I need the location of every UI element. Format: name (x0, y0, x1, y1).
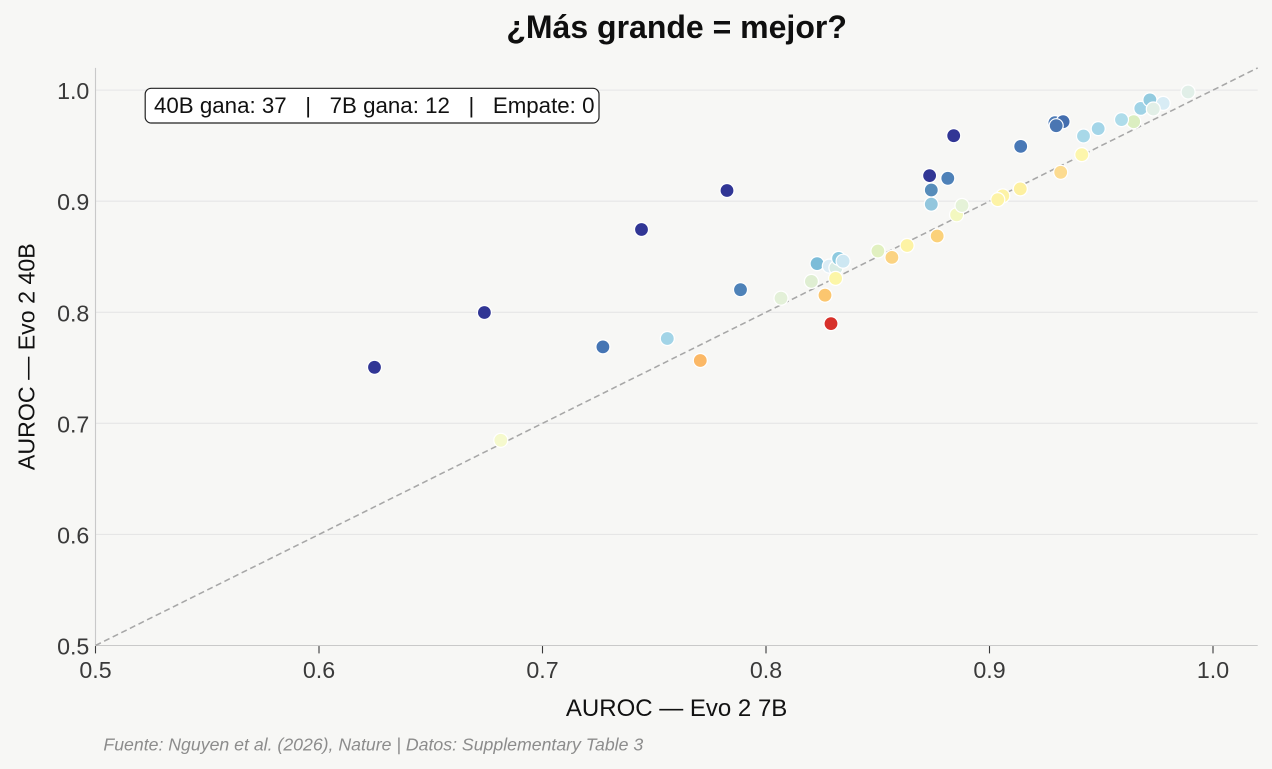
svg-text:0.5: 0.5 (57, 634, 89, 660)
svg-text:0.6: 0.6 (57, 522, 89, 548)
svg-text:0.6: 0.6 (303, 657, 335, 683)
svg-text:0.7: 0.7 (57, 411, 89, 437)
svg-text:40B gana: 37 | 7B gana: 12: 40B gana: 37 | 7B gana: 12 | Empate: 0 (154, 93, 594, 118)
svg-text:AUROC — Evo 2 40B: AUROC — Evo 2 40B (14, 243, 40, 470)
svg-text:0.7: 0.7 (526, 657, 558, 683)
svg-text:0.8: 0.8 (750, 657, 782, 683)
svg-text:1.0: 1.0 (57, 78, 89, 104)
svg-text:0.9: 0.9 (57, 189, 89, 215)
svg-text:0.8: 0.8 (57, 300, 89, 326)
svg-text:¿Más grande = mejor?: ¿Más grande = mejor? (506, 9, 847, 45)
svg-text:1.0: 1.0 (1197, 657, 1229, 683)
svg-text:0.5: 0.5 (79, 657, 111, 683)
svg-text:0.9: 0.9 (973, 657, 1005, 683)
svg-text:Fuente: Nguyen et al. (2026),: Fuente: Nguyen et al. (2026), Nature | D… (103, 735, 643, 755)
svg-text:AUROC — Evo 2 7B: AUROC — Evo 2 7B (566, 695, 787, 722)
